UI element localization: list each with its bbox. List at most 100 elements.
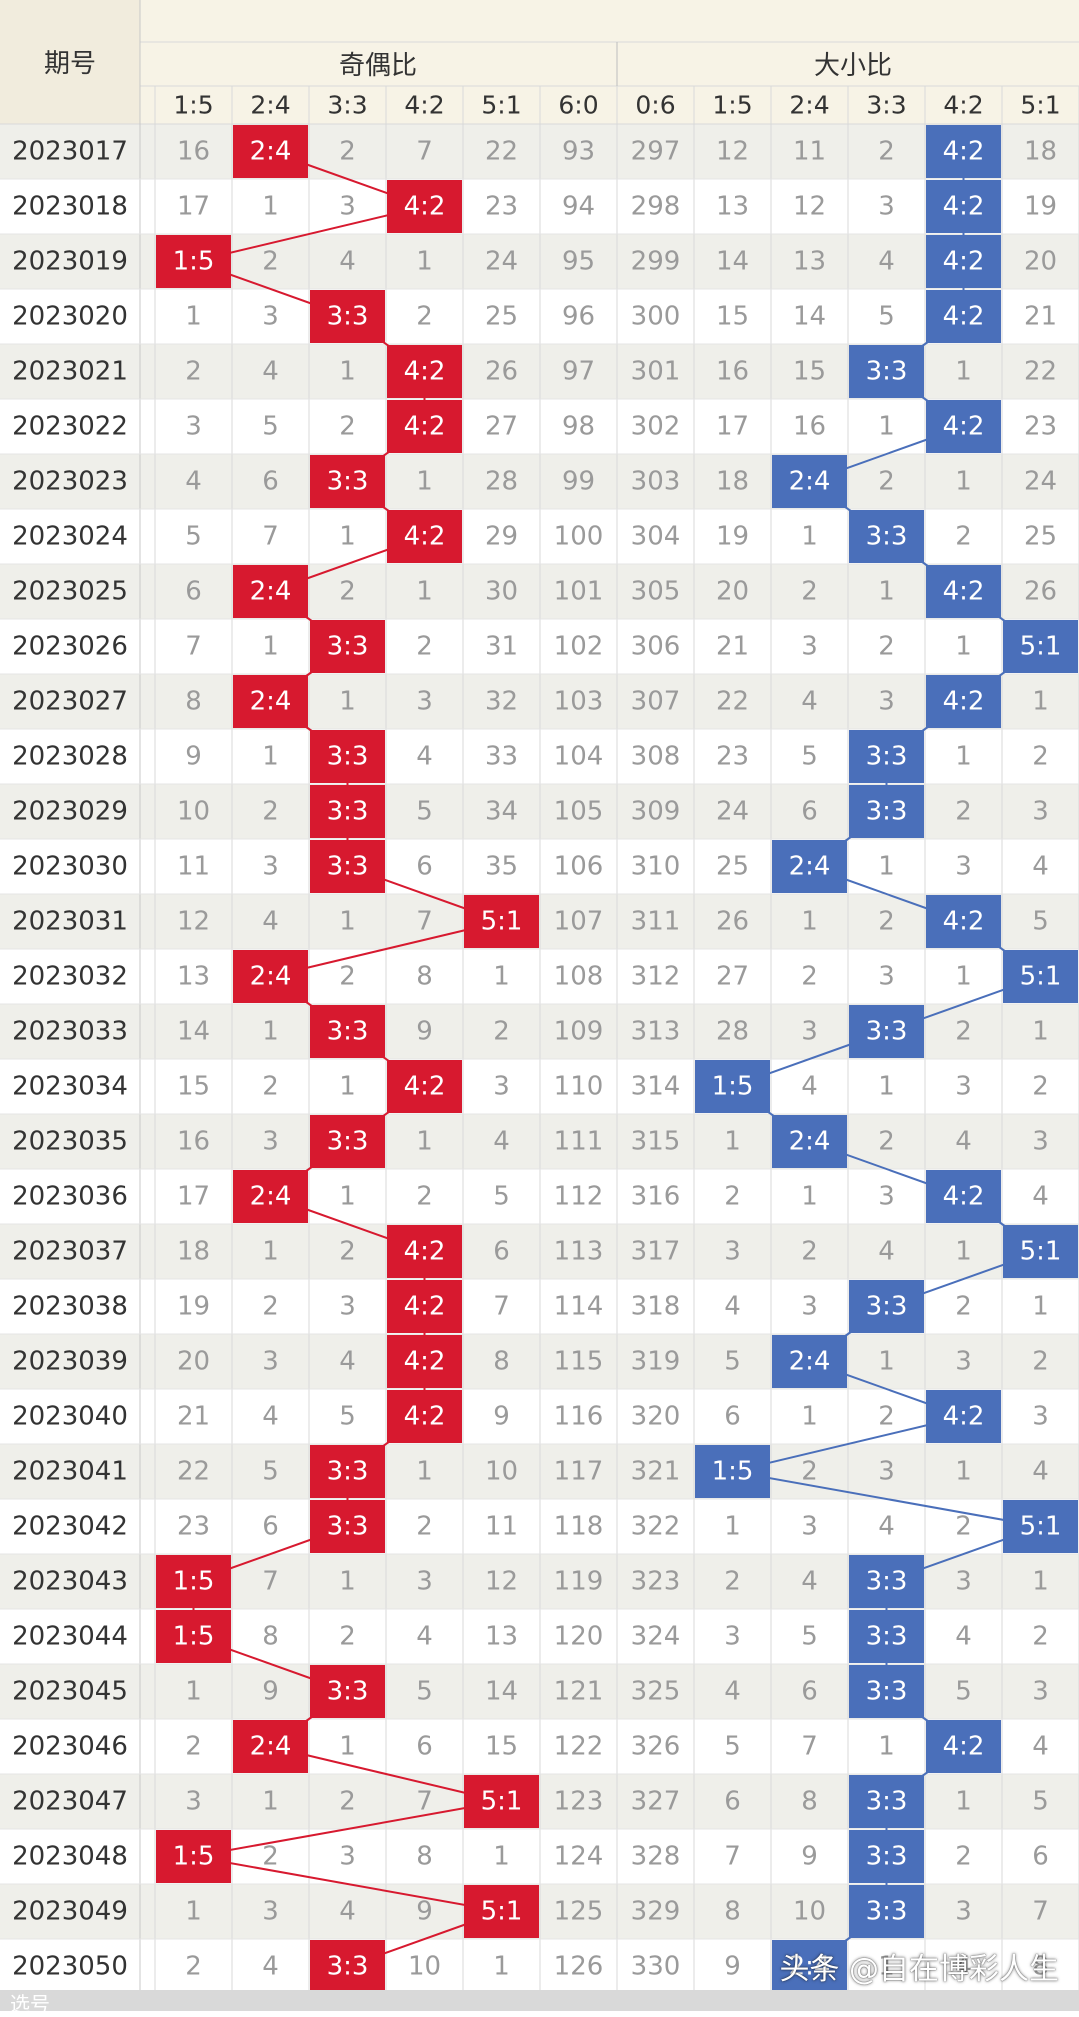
big-small-miss-count: 3 <box>724 1622 741 1652</box>
big-small-hit-label: 3:3 <box>866 522 908 552</box>
big-small-miss-count: 2 <box>955 797 972 827</box>
big-small-miss-count: 4 <box>724 1292 741 1322</box>
odd-even-group-header: 奇偶比 <box>339 51 417 81</box>
issue-number: 2023047 <box>12 1787 128 1817</box>
big-small-hit-cell <box>926 1720 1001 1773</box>
big-small-miss-count: 8 <box>724 1897 741 1927</box>
big-small-miss-count: 2 <box>955 1017 972 1047</box>
odd-even-miss-count: 111 <box>554 1127 604 1157</box>
big-small-miss-count: 303 <box>631 467 681 497</box>
odd-even-miss-count: 1 <box>339 1732 356 1762</box>
big-small-miss-count: 23 <box>716 742 749 772</box>
odd-even-miss-count: 108 <box>554 962 604 992</box>
odd-even-miss-count: 13 <box>177 962 210 992</box>
odd-even-miss-count: 1 <box>262 632 279 662</box>
odd-even-hit-cell <box>233 675 308 728</box>
odd-even-hit-cell <box>310 1500 385 1553</box>
big-small-miss-count: 1 <box>955 742 972 772</box>
issue-number: 2023040 <box>12 1402 128 1432</box>
odd-even-miss-count: 23 <box>485 192 518 222</box>
odd-even-hit-label: 1:5 <box>173 1622 215 1652</box>
odd-even-hit-cell <box>233 565 308 618</box>
issue-number: 2023049 <box>12 1897 128 1927</box>
big-small-miss-count: 5 <box>1032 907 1049 937</box>
odd-even-miss-count: 2 <box>339 962 356 992</box>
issue-column-header: 期号 <box>44 49 96 79</box>
footer-bar[interactable]: 选号 <box>0 1990 1079 2016</box>
odd-even-miss-count: 4 <box>262 907 279 937</box>
odd-even-hit-cell <box>156 1610 231 1663</box>
odd-even-hit-label: 4:2 <box>404 1292 446 1322</box>
odd-even-column-header: 5:1 <box>481 91 521 120</box>
odd-even-miss-count: 12 <box>177 907 210 937</box>
big-small-miss-count: 5 <box>724 1732 741 1762</box>
odd-even-miss-count: 28 <box>485 467 518 497</box>
big-small-miss-count: 6 <box>801 1677 818 1707</box>
odd-even-miss-count: 1 <box>185 1897 202 1927</box>
odd-even-miss-count: 4 <box>416 1622 433 1652</box>
big-small-miss-count: 1 <box>878 1732 895 1762</box>
odd-even-miss-count: 1 <box>262 1017 279 1047</box>
odd-even-miss-count: 6 <box>416 1732 433 1762</box>
issue-number: 2023035 <box>12 1127 128 1157</box>
odd-even-hit-label: 3:3 <box>327 467 369 497</box>
big-small-miss-count: 1 <box>955 632 972 662</box>
big-small-miss-count: 297 <box>631 137 681 167</box>
big-small-hit-cell <box>926 290 1001 343</box>
big-small-miss-count: 3 <box>878 1457 895 1487</box>
odd-even-miss-count: 102 <box>554 632 604 662</box>
big-small-miss-count: 306 <box>631 632 681 662</box>
big-small-hit-label: 4:2 <box>943 907 985 937</box>
odd-even-miss-count: 9 <box>262 1677 279 1707</box>
odd-even-miss-count: 12 <box>485 1567 518 1597</box>
big-small-hit-label: 2:4 <box>789 1127 831 1157</box>
odd-even-miss-count: 8 <box>416 1842 433 1872</box>
big-small-hit-label: 4:2 <box>943 412 985 442</box>
big-small-miss-count: 11 <box>793 137 826 167</box>
odd-even-miss-count: 119 <box>554 1567 604 1597</box>
odd-even-miss-count: 1 <box>339 687 356 717</box>
odd-even-miss-count: 14 <box>485 1677 518 1707</box>
big-small-hit-label: 4:2 <box>943 302 985 332</box>
big-small-hit-cell <box>926 565 1001 618</box>
trend-segment <box>270 920 502 978</box>
odd-even-miss-count: 3 <box>416 1567 433 1597</box>
big-small-miss-count: 1 <box>1032 1567 1049 1597</box>
big-small-miss-count: 298 <box>631 192 681 222</box>
big-small-miss-count: 330 <box>631 1952 681 1982</box>
odd-even-miss-count: 7 <box>262 522 279 552</box>
big-small-hit-label: 4:2 <box>943 247 985 277</box>
odd-even-miss-count: 95 <box>562 247 595 277</box>
footer-hint[interactable]: 选号 <box>10 1992 50 2016</box>
odd-even-miss-count: 1 <box>416 1127 433 1157</box>
odd-even-miss-count: 6 <box>185 577 202 607</box>
trend-segment <box>732 1415 964 1473</box>
odd-even-hit-cell <box>387 1280 462 1333</box>
big-small-hit-label: 5:1 <box>1020 1237 1062 1267</box>
issue-number: 2023037 <box>12 1237 128 1267</box>
big-small-hit-cell <box>695 1445 770 1498</box>
big-small-miss-count: 2 <box>1032 742 1049 772</box>
big-small-miss-count: 20 <box>1024 247 1057 277</box>
big-small-miss-count: 1 <box>955 357 972 387</box>
odd-even-hit-label: 4:2 <box>404 1072 446 1102</box>
big-small-hit-label: 3:3 <box>866 1842 908 1872</box>
odd-even-miss-count: 5 <box>262 1457 279 1487</box>
odd-even-miss-count: 3 <box>339 1292 356 1322</box>
odd-even-hit-label: 4:2 <box>404 1347 446 1377</box>
odd-even-miss-count: 10 <box>408 1952 441 1982</box>
odd-even-miss-count: 6 <box>262 467 279 497</box>
big-small-miss-count: 21 <box>1024 302 1057 332</box>
big-small-hit-cell <box>849 1885 924 1938</box>
big-small-miss-count: 301 <box>631 357 681 387</box>
big-small-hit-cell <box>849 730 924 783</box>
odd-even-miss-count: 1 <box>262 742 279 772</box>
odd-even-miss-count: 34 <box>485 797 518 827</box>
big-small-miss-count: 3 <box>1032 1402 1049 1432</box>
big-small-miss-count: 327 <box>631 1787 681 1817</box>
big-small-miss-count: 1 <box>955 1787 972 1817</box>
big-small-miss-count: 3 <box>955 1347 972 1377</box>
big-small-hit-label: 3:3 <box>866 1677 908 1707</box>
odd-even-miss-count: 31 <box>485 632 518 662</box>
issue-number: 2023031 <box>12 907 128 937</box>
